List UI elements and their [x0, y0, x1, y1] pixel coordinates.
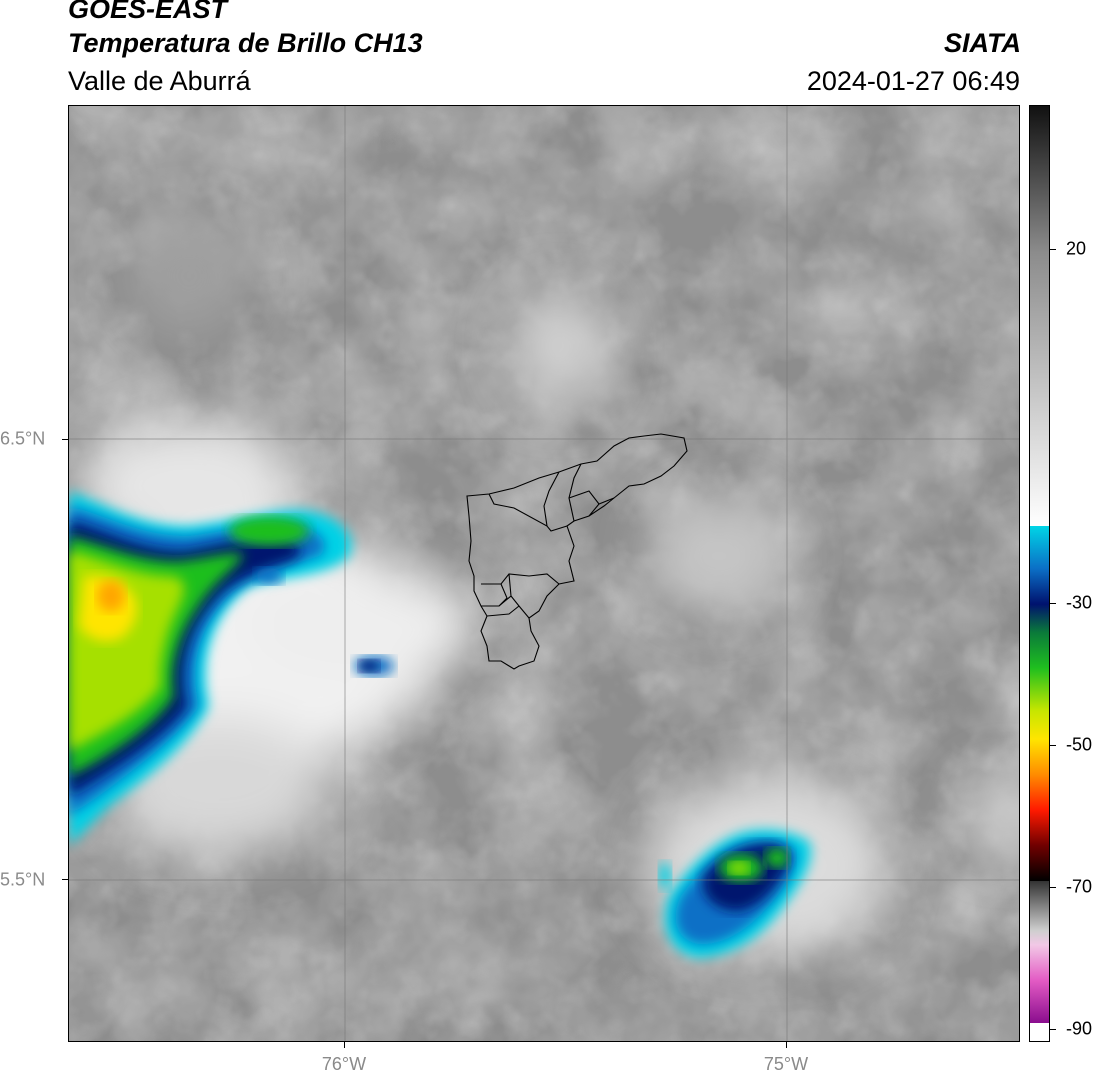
satellite-map [68, 105, 1020, 1042]
lon-tick [786, 1042, 787, 1048]
colorbar-tick [1050, 1029, 1056, 1030]
lat-tick [62, 879, 68, 880]
region-subtitle: Valle de Aburrá [68, 66, 251, 96]
lat-label-5-5: 5.5°N [0, 869, 46, 890]
lat-tick [62, 439, 68, 440]
lon-tick [344, 1042, 345, 1048]
satellite-title: GOES-EAST [68, 0, 228, 24]
colorbar-label-minus50: -50 [1066, 734, 1093, 755]
convective-cell-southeast [659, 829, 811, 958]
colorbar-tick [1050, 249, 1056, 250]
colorbar-label-minus30: -30 [1066, 592, 1093, 613]
map-canvas [69, 106, 1019, 1041]
lon-label-76w: 76°W [321, 1054, 367, 1074]
colorbar-gradient [1030, 106, 1049, 1041]
temperature-colorbar [1029, 105, 1050, 1042]
organization-label: SIATA [944, 28, 1021, 58]
lon-label-75w: 75°W [763, 1054, 809, 1074]
map-gridlines [69, 106, 1019, 1041]
colorbar-tick [1050, 745, 1056, 746]
lat-label-6-5: 6.5°N [0, 428, 46, 449]
colorbar-label-minus90: -90 [1066, 1018, 1093, 1039]
colorbar-tick [1050, 887, 1056, 888]
convective-cell-west [69, 491, 394, 846]
datetime-label: 2024-01-27 06:49 [806, 66, 1020, 96]
colorbar-tick [1050, 603, 1056, 604]
colorbar-label-20: 20 [1066, 238, 1087, 259]
product-title: Temperatura de Brillo CH13 [68, 28, 423, 58]
colorbar-label-minus70: -70 [1066, 876, 1093, 897]
municipality-boundaries [466, 433, 688, 670]
